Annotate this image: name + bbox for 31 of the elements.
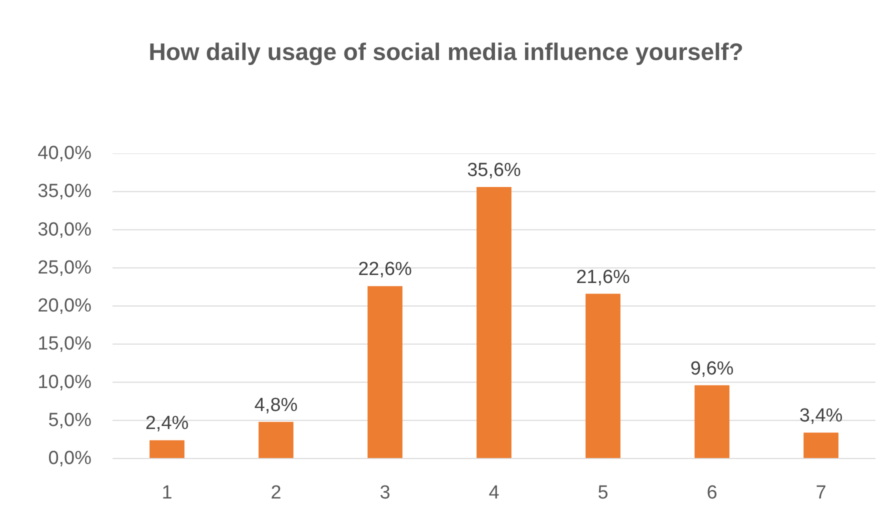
data-label: 9,6%: [690, 358, 734, 380]
x-tick-label: 5: [598, 482, 608, 504]
bar: [368, 286, 402, 458]
data-label: 35,6%: [467, 160, 522, 182]
y-tick-label: 10,0%: [38, 372, 92, 393]
bar: [476, 187, 512, 458]
x-tick-label: 7: [816, 482, 826, 504]
bar: [804, 432, 838, 458]
y-tick-label: 30,0%: [38, 219, 92, 240]
data-label: 4,8%: [254, 394, 298, 416]
bar: [150, 440, 184, 458]
y-tick-label: 35,0%: [38, 181, 92, 202]
y-tick-label: 5,0%: [48, 410, 92, 431]
x-tick-label: 6: [706, 482, 718, 504]
y-tick-label: 25,0%: [38, 257, 92, 278]
data-label: 21,6%: [576, 266, 630, 288]
y-tick-label: 0,0%: [48, 448, 92, 469]
x-tick-label: 2: [270, 482, 282, 504]
bar: [258, 422, 294, 458]
x-tick-label: 3: [380, 482, 390, 504]
x-tick-label: 4: [488, 482, 500, 504]
y-tick-label: 40,0%: [38, 143, 92, 164]
y-tick-label: 20,0%: [38, 296, 92, 316]
data-label: 22,6%: [358, 259, 412, 280]
y-tick-label: 15,0%: [38, 334, 92, 355]
data-label: 3,4%: [799, 406, 843, 427]
data-label: 2,4%: [145, 413, 189, 434]
bar: [694, 385, 730, 458]
x-tick-label: 1: [162, 482, 172, 504]
bar: [586, 294, 620, 458]
chart-title: How daily usage of social media influence yourself?: [148, 38, 744, 68]
